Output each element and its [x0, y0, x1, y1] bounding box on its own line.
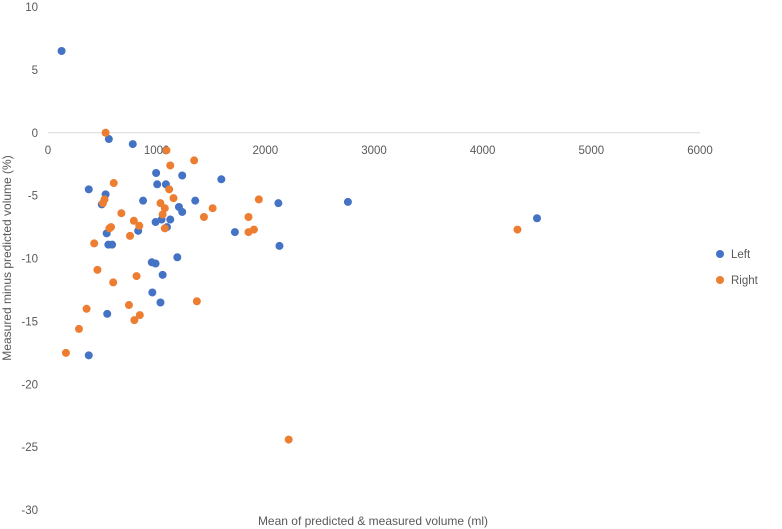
legend-marker-left — [716, 250, 724, 258]
data-point-right — [169, 194, 178, 203]
data-point-left — [156, 298, 165, 307]
x-tick-label: 0 — [45, 145, 51, 157]
data-point-right — [244, 228, 253, 237]
data-point-right — [160, 204, 169, 213]
data-point-right — [254, 195, 263, 204]
data-point-right — [160, 224, 169, 233]
data-point-right — [284, 435, 293, 444]
data-point-left — [152, 168, 161, 177]
data-point-right — [109, 278, 118, 287]
data-point-left — [139, 196, 148, 205]
data-point-right — [130, 316, 139, 325]
data-points — [57, 47, 541, 444]
y-tick-label: -10 — [21, 254, 38, 266]
data-point-left — [217, 175, 226, 184]
y-tick-label: -25 — [21, 442, 38, 454]
data-point-right — [117, 209, 126, 218]
x-tick-label: 5000 — [579, 145, 605, 157]
data-point-right — [192, 297, 201, 306]
data-point-left — [166, 215, 175, 224]
data-point-left — [104, 135, 113, 144]
data-point-right — [74, 324, 83, 333]
data-point-right — [105, 224, 114, 233]
data-point-right — [61, 348, 70, 357]
data-point-left — [84, 185, 93, 194]
data-point-left — [275, 241, 284, 250]
data-point-right — [101, 128, 110, 137]
data-point-right — [90, 239, 99, 248]
data-point-right — [190, 156, 199, 165]
data-point-right — [132, 272, 141, 281]
y-tick-label: 0 — [32, 128, 38, 140]
y-tick-labels: 10 5 0 -5 -10 -15 -20 -25 -30 — [21, 2, 38, 517]
data-point-left — [178, 207, 187, 216]
data-point-left — [108, 240, 117, 249]
data-point-right — [98, 199, 107, 208]
legend-marker-right — [716, 276, 724, 284]
data-point-right — [162, 146, 171, 155]
data-point-left — [103, 309, 112, 318]
data-point-right — [135, 311, 144, 320]
data-point-left — [274, 199, 283, 208]
data-point-right — [129, 216, 138, 225]
data-point-right — [124, 301, 133, 310]
data-point-left — [153, 180, 162, 189]
y-tick-label: -15 — [21, 316, 38, 328]
data-point-right — [93, 265, 102, 274]
data-point-right — [244, 213, 253, 222]
data-point-left — [151, 218, 160, 227]
data-point-right — [135, 221, 144, 230]
x-tick-label: 6000 — [687, 145, 713, 157]
data-point-left — [158, 270, 167, 279]
y-tick-label: -30 — [21, 505, 38, 517]
y-tick-label: 10 — [25, 2, 38, 14]
data-point-right — [208, 204, 217, 213]
data-point-right — [126, 231, 135, 240]
data-point-left — [173, 253, 182, 262]
data-point-right — [109, 179, 118, 188]
data-point-left — [128, 140, 137, 149]
data-point-right — [166, 161, 175, 170]
x-tick-label: 2000 — [253, 145, 279, 157]
data-point-left — [343, 197, 352, 206]
y-tick-label: 5 — [32, 65, 38, 77]
y-tick-label: -5 — [28, 191, 38, 203]
legend-label-left: Left — [731, 249, 751, 261]
data-point-right — [165, 185, 174, 194]
legend: Left Right — [716, 249, 759, 287]
y-axis-title: Measured minus predicted volume (%) — [0, 155, 14, 360]
data-point-left — [57, 47, 66, 56]
x-axis-title: Mean of predicted & measured volume (ml) — [258, 514, 488, 528]
x-tick-labels: 0 1000 2000 3000 4000 5000 6000 — [45, 145, 713, 157]
data-point-left — [151, 259, 160, 268]
data-point-right — [513, 225, 522, 234]
data-point-left — [148, 288, 157, 297]
data-point-left — [178, 171, 187, 180]
data-point-right — [199, 213, 208, 222]
data-point-left — [230, 228, 239, 237]
data-point-right — [158, 210, 167, 219]
legend-label-right: Right — [731, 275, 759, 287]
x-tick-label: 4000 — [470, 145, 496, 157]
data-point-left — [191, 196, 200, 205]
data-point-right — [82, 304, 91, 313]
data-point-left — [533, 214, 541, 223]
x-tick-label: 3000 — [361, 145, 387, 157]
data-point-left — [84, 351, 93, 360]
y-tick-label: -20 — [21, 379, 38, 391]
